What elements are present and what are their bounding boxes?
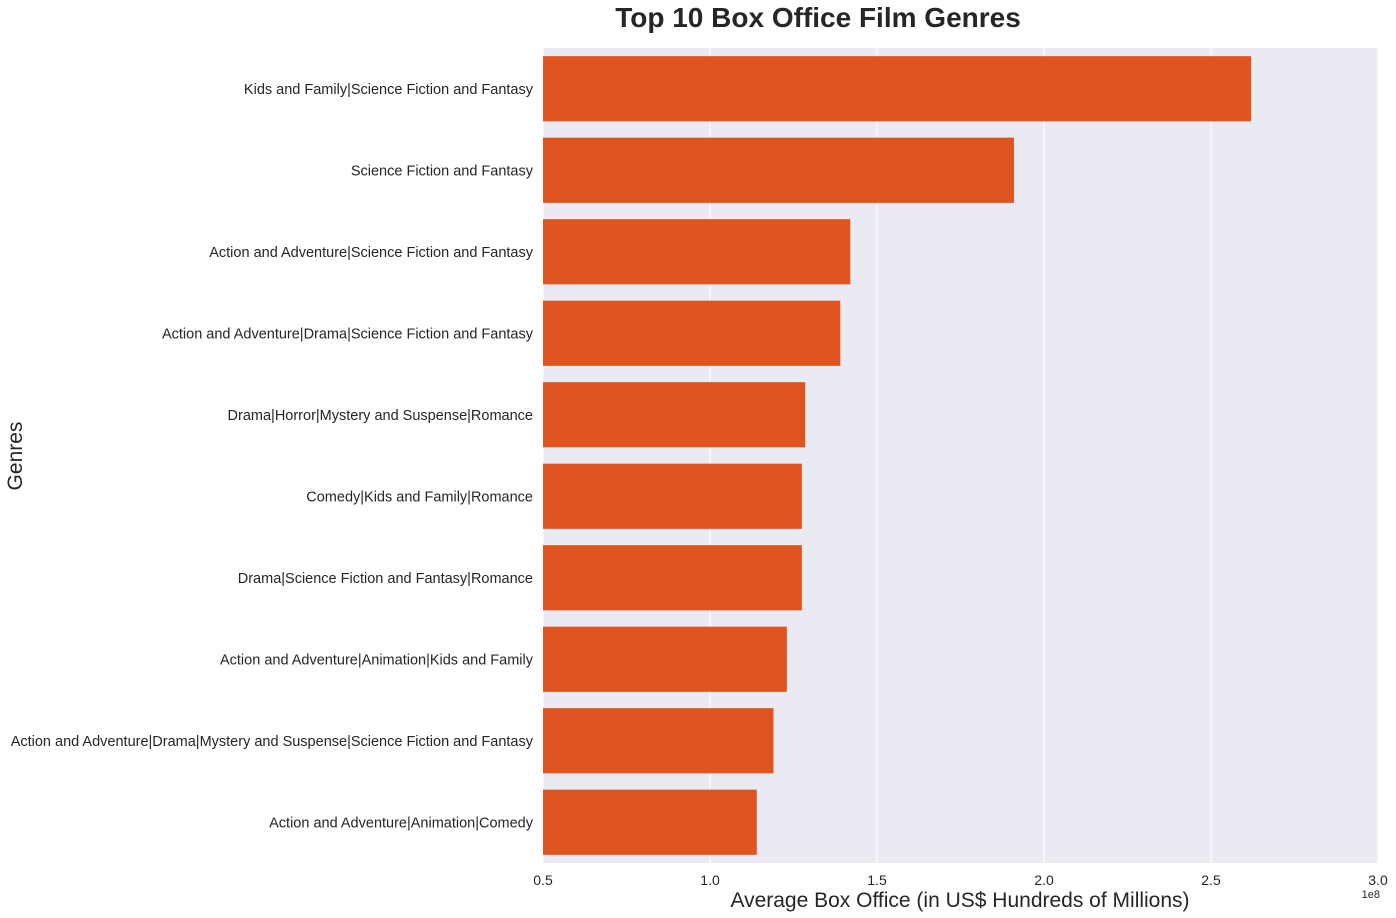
category-label: Science Fiction and Fantasy xyxy=(351,163,534,179)
x-tick-labels: 0.5 1.0 1.5 2.0 2.5 3.0 xyxy=(533,872,1388,888)
bar xyxy=(543,708,774,774)
x-tick-label: 0.5 xyxy=(533,872,553,888)
category-labels: Kids and Family|Science Fiction and Fant… xyxy=(11,82,534,832)
chart-title: Top 10 Box Office Film Genres xyxy=(615,2,1021,33)
category-label: Action and Adventure|Science Fiction and… xyxy=(209,245,534,261)
category-label: Comedy|Kids and Family|Romance xyxy=(306,489,533,505)
y-axis-label: Genres xyxy=(4,422,27,491)
category-label: Kids and Family|Science Fiction and Fant… xyxy=(244,82,534,98)
bar xyxy=(543,137,1014,203)
category-label: Action and Adventure|Drama|Science Ficti… xyxy=(162,326,534,342)
bar xyxy=(543,545,802,611)
category-label: Action and Adventure|Drama|Mystery and S… xyxy=(11,734,534,750)
category-label: Drama|Science Fiction and Fantasy|Romanc… xyxy=(238,571,533,587)
bar xyxy=(543,382,806,448)
bar xyxy=(543,56,1252,122)
x-tick-label: 1.0 xyxy=(700,872,720,888)
bar xyxy=(543,463,802,529)
bar xyxy=(543,219,851,285)
x-tick-label: 3.0 xyxy=(1368,872,1388,888)
category-label: Action and Adventure|Animation|Kids and … xyxy=(220,652,534,668)
bar xyxy=(543,789,757,855)
category-label: Drama|Horror|Mystery and Suspense|Romanc… xyxy=(228,408,533,424)
x-tick-label: 2.5 xyxy=(1201,872,1221,888)
x-axis-label: Average Box Office (in US$ Hundreds of M… xyxy=(730,889,1189,912)
bar xyxy=(543,300,841,366)
x-axis-offset-label: 1e8 xyxy=(1362,889,1380,901)
x-tick-label: 2.0 xyxy=(1034,872,1054,888)
category-label: Action and Adventure|Animation|Comedy xyxy=(269,815,534,831)
bars xyxy=(543,56,1252,855)
x-tick-label: 1.5 xyxy=(867,872,887,888)
bar xyxy=(543,626,787,692)
